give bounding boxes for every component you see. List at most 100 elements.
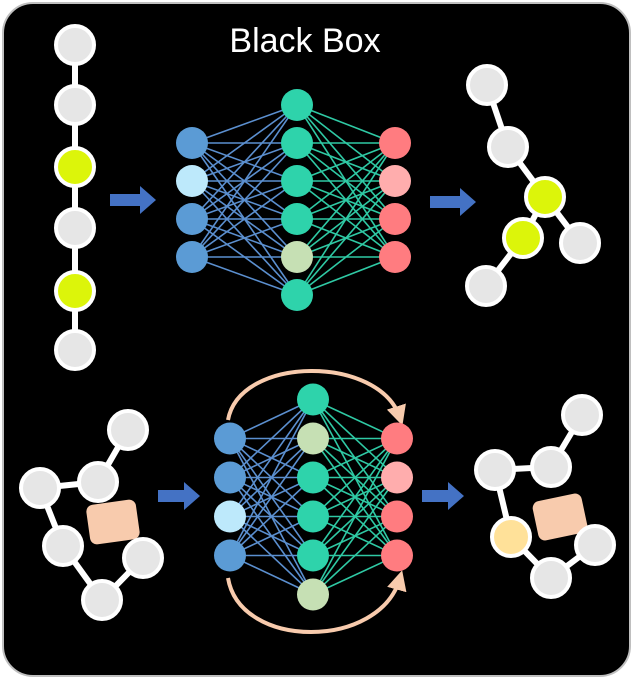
network-output-neuron bbox=[379, 241, 411, 273]
network-connection bbox=[229, 399, 314, 556]
bottom-input-arrow bbox=[158, 482, 200, 510]
network-connection bbox=[229, 398, 314, 479]
graph-node-highlighted bbox=[502, 217, 544, 259]
graph-node bbox=[54, 207, 96, 249]
network-output-neuron bbox=[379, 127, 411, 159]
graph-node bbox=[530, 557, 572, 599]
bottom-output-graph bbox=[474, 394, 616, 599]
network-hidden-neuron bbox=[281, 279, 313, 311]
network-output-neuron bbox=[381, 461, 413, 494]
network-connection bbox=[191, 218, 298, 258]
network-connection bbox=[191, 104, 298, 258]
bottom-output-arrow bbox=[422, 482, 464, 510]
network-connection bbox=[296, 142, 396, 220]
graph-node bbox=[54, 329, 96, 371]
graph-node bbox=[107, 409, 149, 451]
bottom-input-graph bbox=[19, 409, 164, 621]
network-connection bbox=[191, 104, 298, 144]
network-connection bbox=[296, 142, 396, 296]
network-hidden-neuron bbox=[281, 203, 313, 235]
top-output-arrow bbox=[430, 188, 476, 216]
graph-node bbox=[54, 84, 96, 126]
network-input-neuron bbox=[176, 165, 208, 197]
skip-connection-bottom-arc bbox=[226, 570, 407, 634]
network-connection bbox=[191, 180, 298, 258]
network-hidden-neuron bbox=[281, 89, 313, 121]
network-connection bbox=[312, 437, 398, 518]
graph-node bbox=[574, 524, 616, 566]
graph-node-highlighted bbox=[490, 516, 532, 558]
network-connection bbox=[296, 218, 396, 296]
network-hidden-neuron bbox=[281, 165, 313, 197]
network-output-neuron bbox=[381, 500, 413, 533]
network-input-neuron bbox=[176, 241, 208, 273]
skip-connection-top-arc bbox=[226, 369, 406, 426]
network-connection bbox=[191, 104, 298, 182]
graph-node bbox=[54, 24, 96, 66]
top-input-graph bbox=[54, 24, 96, 371]
network-hidden-neuron bbox=[297, 578, 329, 611]
network-hidden-neuron bbox=[297, 500, 329, 533]
network-output-neuron bbox=[381, 422, 413, 455]
network-input-neuron bbox=[214, 500, 246, 533]
network-connection bbox=[312, 438, 398, 556]
network-hidden-neuron bbox=[297, 422, 329, 455]
network-connection bbox=[296, 256, 396, 296]
network-input-neuron bbox=[214, 539, 246, 572]
network-input-neuron bbox=[176, 203, 208, 235]
bottom-neural-network bbox=[214, 383, 413, 611]
network-connection bbox=[312, 515, 398, 596]
network-connection bbox=[296, 180, 396, 296]
network-hidden-neuron bbox=[281, 127, 313, 159]
diagram-title: Black Box bbox=[229, 22, 380, 60]
network-output-neuron bbox=[379, 165, 411, 197]
network-output-neuron bbox=[381, 539, 413, 572]
network-connection bbox=[312, 438, 398, 595]
network-connection bbox=[229, 476, 314, 557]
graph-node bbox=[81, 579, 123, 621]
graph-node-highlighted bbox=[524, 176, 566, 218]
network-connection bbox=[296, 142, 396, 258]
graph-node-highlighted bbox=[54, 270, 96, 312]
network-connection bbox=[312, 477, 398, 595]
graph-node bbox=[122, 537, 164, 579]
network-input-neuron bbox=[176, 127, 208, 159]
graph-node bbox=[487, 126, 529, 168]
graph-node bbox=[42, 525, 84, 567]
graph-node bbox=[474, 449, 516, 491]
network-connection bbox=[296, 104, 396, 144]
top-neural-network bbox=[176, 89, 411, 311]
arrow-right-icon bbox=[422, 482, 464, 510]
arrow-right-icon bbox=[110, 186, 156, 214]
arrow-right-icon bbox=[158, 482, 200, 510]
graph-node bbox=[77, 461, 119, 503]
network-hidden-neuron bbox=[297, 539, 329, 572]
network-connection bbox=[296, 142, 396, 182]
network-connection bbox=[229, 399, 314, 517]
network-connection bbox=[191, 104, 298, 220]
network-hidden-neuron bbox=[297, 461, 329, 494]
graph-node bbox=[559, 222, 601, 264]
network-connection bbox=[191, 142, 298, 258]
network-connection bbox=[191, 256, 298, 296]
graph-node bbox=[465, 265, 507, 307]
graph-node bbox=[19, 467, 61, 509]
ring-substituent bbox=[86, 499, 140, 545]
network-input-neuron bbox=[214, 422, 246, 455]
graph-node bbox=[530, 446, 572, 488]
network-hidden-neuron bbox=[297, 383, 329, 416]
graph-node-highlighted bbox=[54, 146, 96, 188]
top-input-arrow bbox=[110, 186, 156, 214]
network-input-neuron bbox=[214, 461, 246, 494]
network-connection bbox=[229, 438, 314, 556]
network-output-neuron bbox=[379, 203, 411, 235]
ring-substituent bbox=[532, 493, 588, 541]
graph-node bbox=[466, 64, 508, 106]
arrow-right-icon bbox=[430, 188, 476, 216]
graph-node bbox=[561, 394, 603, 436]
network-hidden-neuron bbox=[281, 241, 313, 273]
top-output-graph bbox=[465, 64, 601, 307]
